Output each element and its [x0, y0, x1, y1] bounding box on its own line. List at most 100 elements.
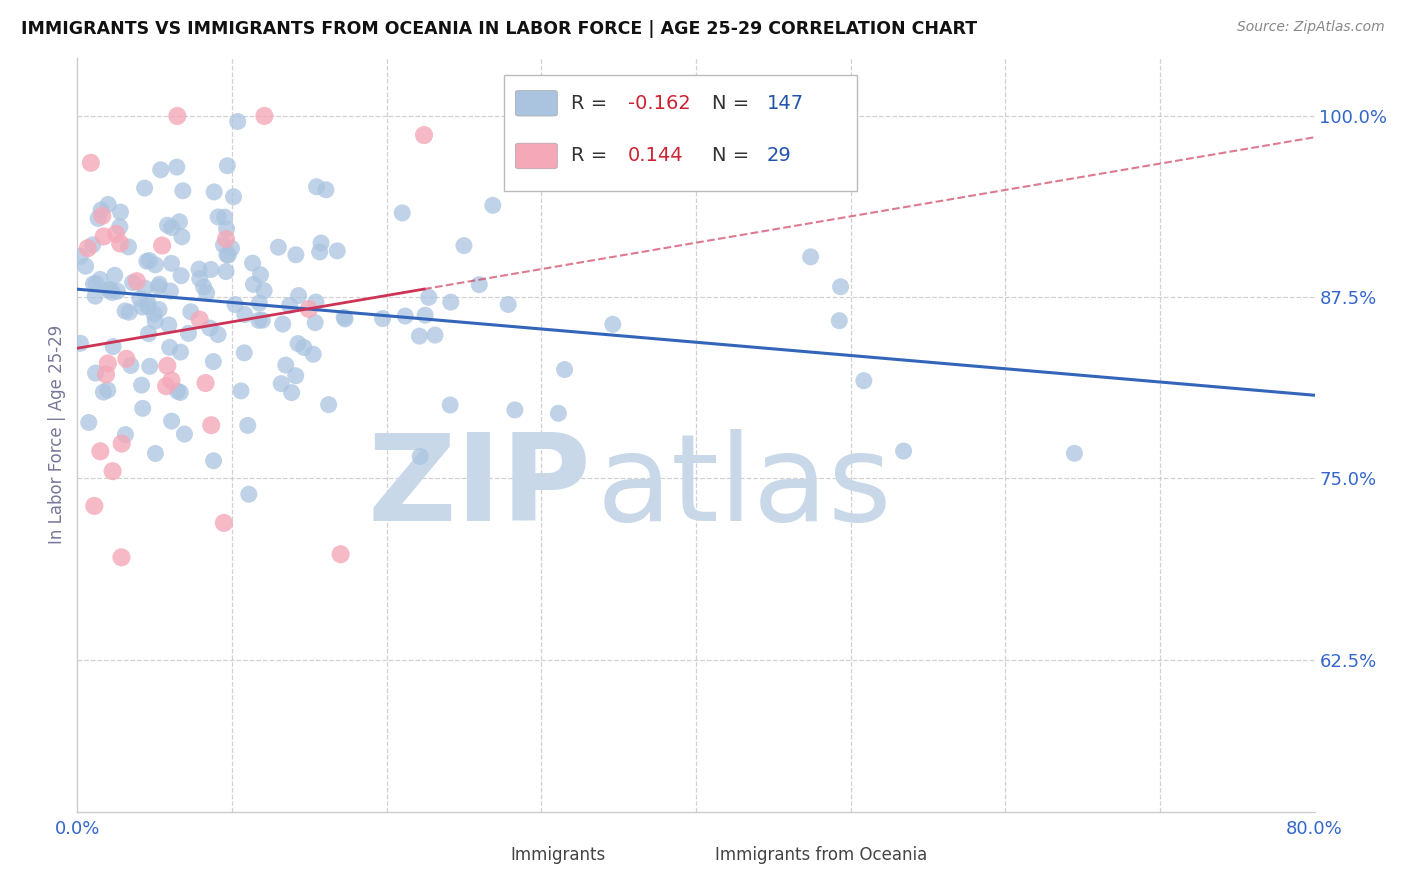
Point [172, 184, 194, 198]
Point [166, 109, 188, 123]
Point [111, 436, 134, 450]
Point [371, 311, 394, 326]
Point [224, 297, 246, 311]
Point [82, 277, 104, 291]
FancyBboxPatch shape [516, 90, 557, 116]
Point [253, 284, 276, 298]
Point [87, 211, 110, 226]
Point [93, 385, 115, 400]
Point [828, 314, 851, 328]
Point [287, 336, 309, 351]
Point [221, 241, 243, 255]
Point [160, 373, 183, 387]
Point [333, 312, 356, 326]
Point [159, 284, 181, 298]
Point [117, 240, 139, 254]
Point [305, 295, 328, 310]
Text: R =: R = [571, 146, 613, 166]
Text: 0.144: 0.144 [628, 146, 683, 166]
Point [148, 277, 170, 292]
Point [107, 284, 129, 298]
Text: 147: 147 [766, 94, 804, 112]
Point [394, 309, 416, 323]
Point [138, 326, 160, 341]
Point [280, 385, 302, 400]
Point [440, 295, 463, 310]
Point [160, 220, 183, 235]
Point [91, 209, 114, 223]
FancyBboxPatch shape [505, 75, 856, 192]
Text: Source: ZipAtlas.com: Source: ZipAtlas.com [1237, 20, 1385, 34]
Point [82, 237, 104, 252]
Point [222, 190, 245, 204]
Point [138, 359, 160, 374]
Point [229, 384, 252, 398]
Point [97, 383, 120, 397]
Point [169, 385, 191, 400]
Point [207, 210, 229, 224]
Point [333, 310, 356, 325]
Point [188, 262, 211, 277]
Point [170, 268, 193, 283]
Point [135, 254, 157, 268]
Point [169, 345, 191, 359]
Point [101, 464, 124, 478]
Point [267, 240, 290, 254]
Text: 29: 29 [766, 146, 792, 166]
Point [198, 321, 221, 335]
Point [155, 379, 177, 393]
Point [115, 351, 138, 366]
Point [94, 368, 117, 382]
Text: -0.162: -0.162 [628, 94, 690, 112]
Point [110, 236, 132, 251]
Point [188, 271, 211, 285]
Point [104, 268, 127, 283]
Point [75, 259, 97, 273]
Point [214, 210, 236, 224]
Point [503, 403, 526, 417]
Point [496, 297, 519, 311]
Point [170, 229, 193, 244]
Point [84, 289, 107, 303]
Point [202, 454, 225, 468]
Point [194, 376, 217, 390]
Point [138, 253, 160, 268]
Point [453, 238, 475, 252]
Point [236, 418, 259, 433]
Point [215, 264, 238, 278]
Point [83, 499, 105, 513]
Y-axis label: In Labor Force | Age 25-29: In Labor Force | Age 25-29 [48, 326, 66, 544]
Point [418, 290, 440, 304]
FancyBboxPatch shape [668, 846, 706, 867]
Point [93, 229, 115, 244]
Point [98, 282, 121, 296]
Point [131, 300, 153, 314]
Point [160, 414, 183, 428]
Point [148, 302, 170, 317]
Point [292, 341, 315, 355]
Text: N =: N = [711, 146, 755, 166]
Point [270, 376, 292, 391]
Point [160, 256, 183, 270]
Point [217, 159, 239, 173]
Point [149, 162, 172, 177]
Point [391, 206, 413, 220]
Point [274, 358, 297, 372]
Point [238, 487, 260, 501]
Point [304, 316, 326, 330]
Point [247, 296, 270, 310]
Text: Immigrants: Immigrants [510, 847, 606, 864]
Point [242, 277, 264, 292]
FancyBboxPatch shape [464, 846, 502, 867]
Point [128, 292, 150, 306]
Point [852, 374, 875, 388]
Point [423, 328, 446, 343]
Point [247, 313, 270, 327]
Point [226, 114, 249, 128]
Point [114, 304, 136, 318]
Point [118, 305, 141, 319]
Point [309, 235, 332, 250]
Point [134, 281, 156, 295]
Point [89, 444, 111, 458]
Point [413, 308, 436, 322]
